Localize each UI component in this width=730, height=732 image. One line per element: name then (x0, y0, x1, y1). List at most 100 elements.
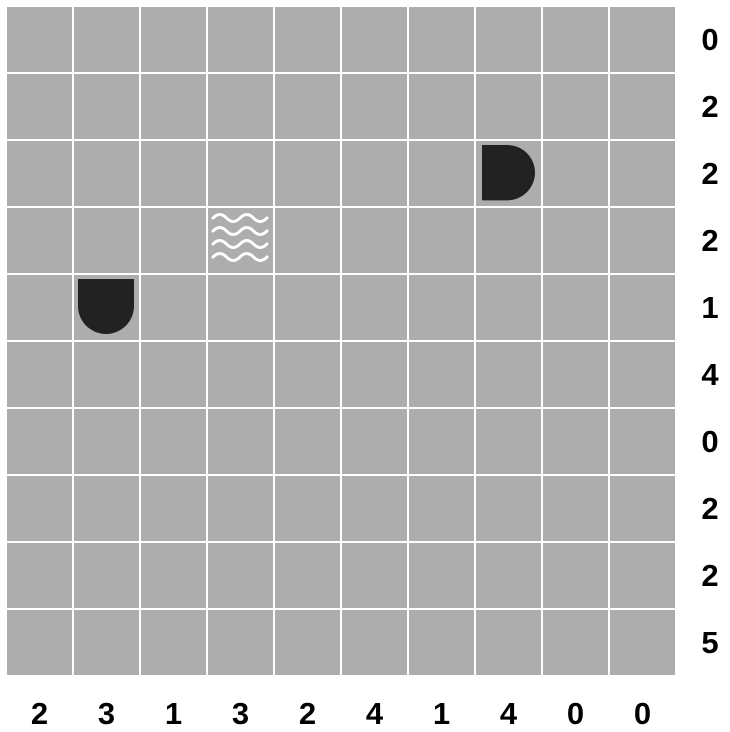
grid-cell-r7-c7[interactable] (476, 476, 541, 541)
grid-cell-r4-c3[interactable] (208, 275, 273, 340)
grid-cell-r6-c7[interactable] (476, 409, 541, 474)
grid-cell-r1-c4[interactable] (275, 74, 340, 139)
grid-cell-r5-c6[interactable] (409, 342, 474, 407)
grid-cell-r2-c2[interactable] (141, 141, 206, 206)
grid-cell-r7-c2[interactable] (141, 476, 206, 541)
grid-cell-r8-c6[interactable] (409, 543, 474, 608)
grid-cell-r3-c6[interactable] (409, 208, 474, 273)
grid-cell-r3-c8[interactable] (543, 208, 608, 273)
grid-cell-r8-c9[interactable] (610, 543, 675, 608)
grid-cell-r6-c6[interactable] (409, 409, 474, 474)
grid-cell-r8-c8[interactable] (543, 543, 608, 608)
grid-cell-r9-c1[interactable] (74, 610, 139, 675)
grid-cell-r3-c5[interactable] (342, 208, 407, 273)
grid-cell-r4-c1[interactable] (74, 275, 139, 340)
grid-cell-r1-c6[interactable] (409, 74, 474, 139)
grid-cell-r5-c2[interactable] (141, 342, 206, 407)
grid-cell-r2-c6[interactable] (409, 141, 474, 206)
grid-cell-r3-c4[interactable] (275, 208, 340, 273)
grid-cell-r5-c5[interactable] (342, 342, 407, 407)
grid-cell-r2-c0[interactable] (7, 141, 72, 206)
grid-cell-r7-c9[interactable] (610, 476, 675, 541)
grid-cell-r2-c3[interactable] (208, 141, 273, 206)
grid-cell-r4-c9[interactable] (610, 275, 675, 340)
grid-cell-r7-c4[interactable] (275, 476, 340, 541)
grid-cell-r2-c8[interactable] (543, 141, 608, 206)
grid-cell-r7-c1[interactable] (74, 476, 139, 541)
grid-cell-r3-c0[interactable] (7, 208, 72, 273)
grid-cell-r3-c9[interactable] (610, 208, 675, 273)
grid-cell-r0-c3[interactable] (208, 7, 273, 72)
grid-cell-r0-c4[interactable] (275, 7, 340, 72)
grid-cell-r6-c1[interactable] (74, 409, 139, 474)
grid-cell-r6-c2[interactable] (141, 409, 206, 474)
grid-cell-r9-c4[interactable] (275, 610, 340, 675)
grid-cell-r9-c9[interactable] (610, 610, 675, 675)
grid-cell-r4-c5[interactable] (342, 275, 407, 340)
grid-cell-r4-c0[interactable] (7, 275, 72, 340)
grid-cell-r6-c3[interactable] (208, 409, 273, 474)
grid-cell-r0-c2[interactable] (141, 7, 206, 72)
grid-cell-r2-c7[interactable] (476, 141, 541, 206)
grid-cell-r3-c2[interactable] (141, 208, 206, 273)
grid-cell-r8-c7[interactable] (476, 543, 541, 608)
grid-cell-r4-c7[interactable] (476, 275, 541, 340)
grid-cell-r9-c8[interactable] (543, 610, 608, 675)
grid-cell-r5-c3[interactable] (208, 342, 273, 407)
grid-cell-r0-c7[interactable] (476, 7, 541, 72)
grid-cell-r8-c1[interactable] (74, 543, 139, 608)
grid-cell-r5-c0[interactable] (7, 342, 72, 407)
grid-cell-r4-c4[interactable] (275, 275, 340, 340)
grid-cell-r3-c1[interactable] (74, 208, 139, 273)
grid-cell-r1-c5[interactable] (342, 74, 407, 139)
grid-cell-r1-c2[interactable] (141, 74, 206, 139)
grid-cell-r2-c9[interactable] (610, 141, 675, 206)
grid-cell-r0-c1[interactable] (74, 7, 139, 72)
grid-cell-r2-c4[interactable] (275, 141, 340, 206)
grid-cell-r1-c1[interactable] (74, 74, 139, 139)
grid-cell-r4-c6[interactable] (409, 275, 474, 340)
grid-cell-r5-c7[interactable] (476, 342, 541, 407)
grid-cell-r9-c2[interactable] (141, 610, 206, 675)
grid-cell-r3-c7[interactable] (476, 208, 541, 273)
grid-cell-r2-c5[interactable] (342, 141, 407, 206)
grid-cell-r6-c9[interactable] (610, 409, 675, 474)
grid-cell-r8-c4[interactable] (275, 543, 340, 608)
grid-cell-r6-c0[interactable] (7, 409, 72, 474)
grid-cell-r8-c3[interactable] (208, 543, 273, 608)
grid-cell-r2-c1[interactable] (74, 141, 139, 206)
grid-cell-r7-c8[interactable] (543, 476, 608, 541)
grid-cell-r0-c8[interactable] (543, 7, 608, 72)
grid-cell-r5-c8[interactable] (543, 342, 608, 407)
grid-cell-r1-c9[interactable] (610, 74, 675, 139)
grid-cell-r4-c2[interactable] (141, 275, 206, 340)
grid-cell-r9-c6[interactable] (409, 610, 474, 675)
grid-cell-r6-c8[interactable] (543, 409, 608, 474)
grid-cell-r3-c3[interactable] (208, 208, 273, 273)
grid-cell-r5-c1[interactable] (74, 342, 139, 407)
grid-cell-r8-c0[interactable] (7, 543, 72, 608)
grid-cell-r1-c8[interactable] (543, 74, 608, 139)
grid-cell-r7-c5[interactable] (342, 476, 407, 541)
grid-cell-r8-c2[interactable] (141, 543, 206, 608)
grid-cell-r7-c3[interactable] (208, 476, 273, 541)
grid-cell-r9-c0[interactable] (7, 610, 72, 675)
grid-cell-r0-c9[interactable] (610, 7, 675, 72)
grid-cell-r1-c3[interactable] (208, 74, 273, 139)
grid-cell-r8-c5[interactable] (342, 543, 407, 608)
grid-cell-r5-c4[interactable] (275, 342, 340, 407)
grid-cell-r1-c0[interactable] (7, 74, 72, 139)
grid-cell-r0-c0[interactable] (7, 7, 72, 72)
grid-cell-r0-c6[interactable] (409, 7, 474, 72)
grid-cell-r1-c7[interactable] (476, 74, 541, 139)
grid-cell-r9-c7[interactable] (476, 610, 541, 675)
grid-cell-r6-c4[interactable] (275, 409, 340, 474)
grid-cell-r7-c6[interactable] (409, 476, 474, 541)
grid-cell-r9-c3[interactable] (208, 610, 273, 675)
grid-cell-r5-c9[interactable] (610, 342, 675, 407)
grid-cell-r9-c5[interactable] (342, 610, 407, 675)
grid-cell-r4-c8[interactable] (543, 275, 608, 340)
grid-cell-r0-c5[interactable] (342, 7, 407, 72)
grid-cell-r7-c0[interactable] (7, 476, 72, 541)
grid-cell-r6-c5[interactable] (342, 409, 407, 474)
